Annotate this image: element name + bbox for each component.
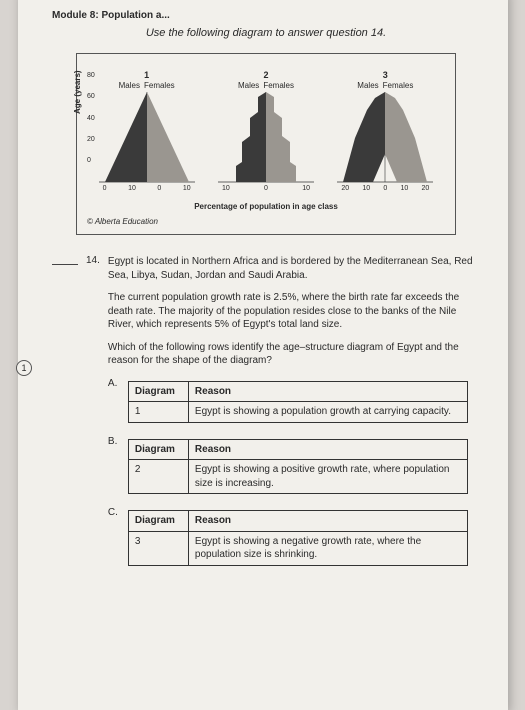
x-tick: 10 [400,185,408,192]
pyramid-gender-labels: Males Females [335,81,435,90]
population-pyramid: 2 Males Females 10 0 10 [216,70,316,200]
pyramid-number: 2 [216,70,316,80]
answer-blank[interactable] [52,255,78,265]
female-shape [266,92,296,182]
diagram-value: 3 [128,531,188,565]
female-shape [385,92,427,182]
x-tick: 20 [341,185,349,192]
pyramid-gender-labels: Males Females [216,81,316,90]
reason-value: Egypt is showing a population growth at … [188,402,467,423]
option-table: Diagram Reason 1 Egypt is showing a popu… [128,381,468,423]
pyramid-number: 1 [97,70,197,80]
male-label: Males [119,81,140,90]
diagram-instruction: Use the following diagram to answer ques… [52,27,480,39]
female-label: Females [144,81,175,90]
reason-header: Reason [188,381,467,402]
question-number: 14. [86,255,100,578]
x-tick: 10 [302,185,310,192]
diagram-box: Age (years) 80 60 40 20 0 1 Males Female… [76,53,456,235]
answer-option: B. Diagram Reason 2 Egypt is showing a p… [108,435,480,505]
diagram-header: Diagram [128,439,188,460]
x-tick: 0 [264,185,268,192]
male-label: Males [238,81,259,90]
pyramid-x-ticks: 20 10 0 10 20 [335,185,435,192]
male-shape [343,92,385,182]
pyramid-row: 1 Males Females 0 10 0 10 2 Males Females 1… [87,70,445,200]
margin-circle: 1 [16,360,32,376]
pyramid-x-ticks: 10 0 10 [216,185,316,192]
x-tick: 10 [362,185,370,192]
question-para: Egypt is located in Northern Africa and … [108,255,480,282]
x-tick: 10 [222,185,230,192]
male-label: Males [357,81,378,90]
x-tick: 0 [157,185,161,192]
pyramid-svg [97,92,197,184]
male-shape [236,92,266,182]
options-container: A. Diagram Reason 1 Egypt is showing a p… [108,377,480,576]
pyramid-number: 3 [335,70,435,80]
reason-header: Reason [188,439,467,460]
question-body: Egypt is located in Northern Africa and … [108,255,480,578]
diagram-header: Diagram [128,381,188,402]
x-tick: 20 [421,185,429,192]
question-para: The current population growth rate is 2.… [108,291,480,332]
pyramid-gender-labels: Males Females [97,81,197,90]
population-pyramid: 3 Males Females 20 10 0 10 20 [335,70,435,200]
worksheet-page: Module 8: Population a... Use the follow… [18,0,508,710]
x-tick: 0 [383,185,387,192]
male-shape [105,92,147,182]
diagram-copyright: © Alberta Education [87,217,445,226]
diagram-value: 2 [128,460,188,494]
answer-option: C. Diagram Reason 3 Egypt is showing a n… [108,506,480,576]
pyramid-x-ticks: 0 10 0 10 [97,185,197,192]
option-letter: A. [108,377,122,433]
reason-value: Egypt is showing a negative growth rate,… [188,531,467,565]
y-axis-label: Age (years) [73,70,82,114]
option-table: Diagram Reason 3 Egypt is showing a nega… [128,510,468,566]
option-table: Diagram Reason 2 Egypt is showing a posi… [128,439,468,495]
female-label: Females [383,81,414,90]
pyramid-svg [216,92,316,184]
x-tick: 0 [103,185,107,192]
reason-value: Egypt is showing a positive growth rate,… [188,460,467,494]
x-axis-label: Percentage of population in age class [87,202,445,211]
option-letter: B. [108,435,122,505]
pyramid-svg [335,92,435,184]
population-pyramid: 1 Males Females 0 10 0 10 [97,70,197,200]
question-para: Which of the following rows identify the… [108,341,480,368]
answer-option: A. Diagram Reason 1 Egypt is showing a p… [108,377,480,433]
x-tick: 10 [128,185,136,192]
diagram-header: Diagram [128,511,188,532]
female-label: Females [263,81,294,90]
female-shape [147,92,189,182]
module-header: Module 8: Population a... [52,10,480,21]
x-tick: 10 [183,185,191,192]
question-block: 14. Egypt is located in Northern Africa … [52,255,480,578]
option-letter: C. [108,506,122,576]
reason-header: Reason [188,511,467,532]
diagram-value: 1 [128,402,188,423]
